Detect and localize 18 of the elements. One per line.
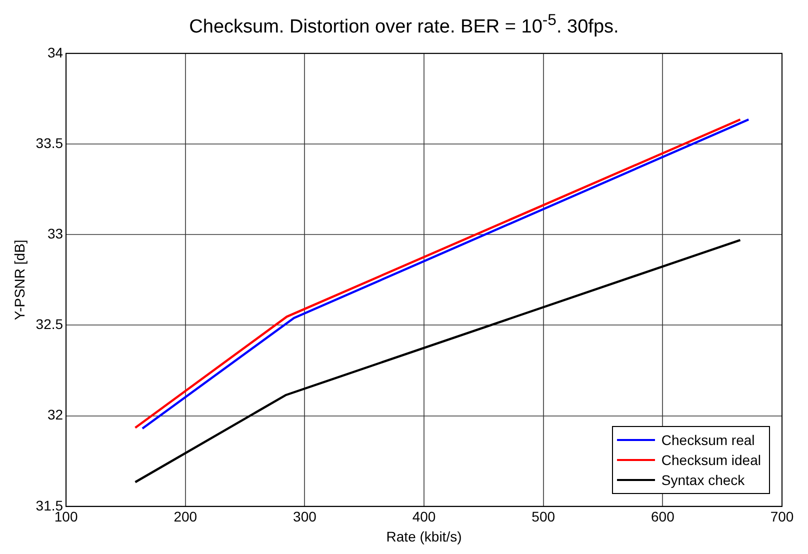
chart-title: Checksum. Distortion over rate. BER = 10$^{-5}$. 30fps. [188,11,620,40]
x-tick-label: 700 [770,508,794,525]
y-axis-title: Y-PSNR [dB] [11,240,28,320]
legend-label: Checksum real [661,432,755,448]
y-tick-label: 33.5 [36,134,64,151]
x-tick-label: 400 [412,508,436,525]
x-tick-label: 200 [174,508,198,525]
x-tick-label: 300 [293,508,317,525]
x-axis-title: Rate (kbit/s) [386,528,462,544]
y-tick-label: 32.5 [36,316,64,332]
y-tick-label: 31.5 [36,497,64,514]
y-tick-label: 34 [47,44,64,60]
x-tick-label: 500 [532,508,556,525]
x-tick-label: 600 [650,508,675,525]
y-tick-label: 33 [47,225,64,242]
legend-label: Syntax check [661,472,745,488]
legend-label: Checksum ideal [661,452,761,468]
y-tick-label: 32 [47,406,64,423]
